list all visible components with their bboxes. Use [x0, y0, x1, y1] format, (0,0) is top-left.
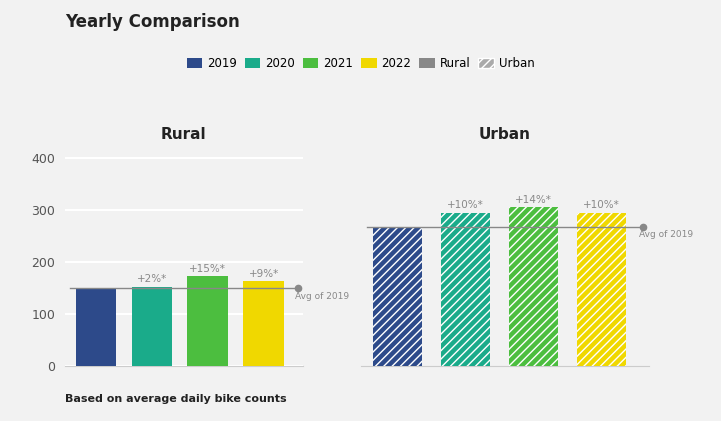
Bar [509, 207, 558, 366]
Bar [441, 213, 490, 366]
Text: Based on average daily bike counts: Based on average daily bike counts [65, 394, 286, 404]
Title: Urban: Urban [479, 127, 531, 142]
Text: +10%*: +10%* [583, 200, 620, 210]
Text: Avg of 2019: Avg of 2019 [640, 230, 694, 239]
Text: +14%*: +14%* [515, 195, 552, 205]
Bar [244, 281, 284, 366]
Title: Rural: Rural [161, 127, 207, 142]
Text: +9%*: +9%* [249, 269, 279, 279]
Legend: 2019, 2020, 2021, 2022, Rural, Urban: 2019, 2020, 2021, 2022, Rural, Urban [182, 52, 539, 75]
Text: Avg of 2019: Avg of 2019 [295, 292, 349, 301]
Bar [131, 287, 172, 366]
Bar [373, 226, 423, 366]
Text: +15%*: +15%* [189, 264, 226, 274]
Bar [76, 288, 116, 366]
Bar [577, 213, 626, 366]
Text: Yearly Comparison: Yearly Comparison [65, 13, 239, 31]
Bar [187, 276, 228, 366]
Text: +10%*: +10%* [447, 200, 484, 210]
Text: +2%*: +2%* [136, 274, 167, 285]
